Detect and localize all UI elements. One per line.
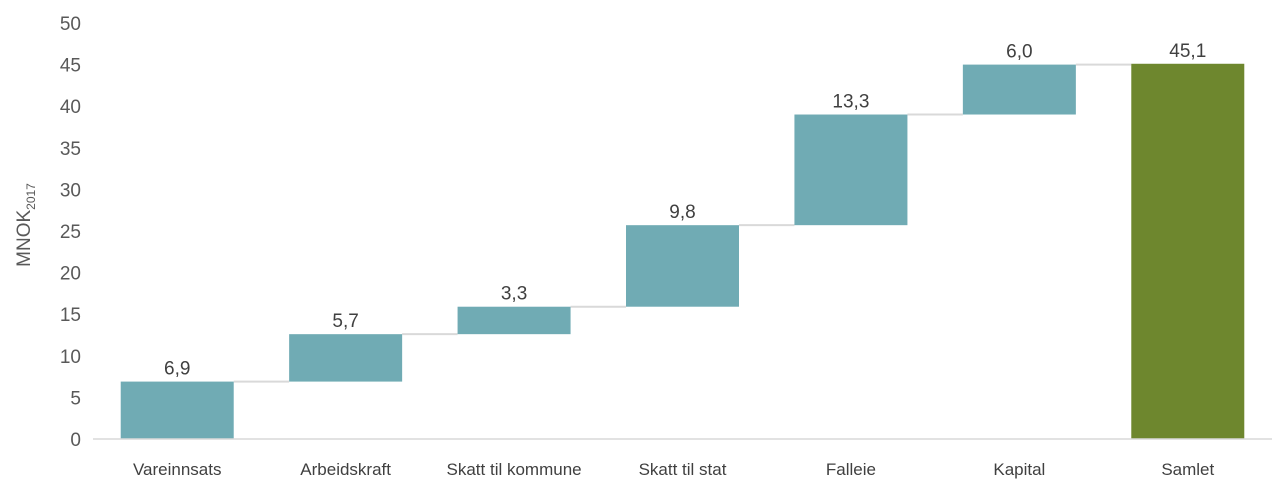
x-tick-label: Vareinnsats [133, 460, 222, 479]
x-tick-label: Samlet [1161, 460, 1214, 479]
y-axis-title-subscript: 2017 [24, 183, 38, 210]
bar-skatt-til-stat [626, 225, 739, 307]
data-label: 5,7 [332, 311, 358, 332]
y-tick-label: 45 [60, 56, 81, 77]
x-tick-label: Kapital [993, 460, 1045, 479]
bar-vareinnsats [120, 381, 234, 439]
x-tick-label: Arbeidskraft [300, 460, 391, 479]
bar-kapital [962, 64, 1076, 115]
data-labels: 6,9 5,7 3,3 9,8 13,3 6,0 45,1 [164, 41, 1206, 380]
y-tick-label: 30 [60, 180, 81, 201]
data-label: 45,1 [1169, 41, 1206, 62]
bar-total [1131, 63, 1245, 439]
x-tick-label: Falleie [826, 460, 876, 479]
data-label: 9,8 [669, 202, 695, 223]
y-axis-title-main: MNOK [14, 210, 35, 267]
data-label: 6,0 [1006, 42, 1032, 63]
y-tick-label: 10 [60, 347, 81, 368]
y-tick-label: 0 [70, 430, 81, 451]
y-tick-label: 25 [60, 222, 81, 243]
bar-arbeidskraft [289, 334, 403, 382]
data-label: 6,9 [164, 359, 190, 380]
data-label: 13,3 [832, 92, 869, 113]
x-axis: Vareinnsats Arbeidskraft Skatt til kommune… [93, 438, 1272, 479]
connector-lines [233, 63, 1132, 383]
y-axis: 0 5 10 15 20 25 30 35 40 45 50 [60, 14, 81, 451]
x-tick-label: Skatt til stat [639, 460, 727, 479]
data-label: 3,3 [501, 284, 527, 305]
y-axis-title: MNOK2017 [14, 183, 38, 267]
bars [120, 63, 1245, 439]
bar-falleie [794, 114, 908, 226]
y-tick-label: 20 [60, 264, 81, 285]
bar-skatt-til-kommune [457, 306, 571, 335]
y-tick-label: 35 [60, 139, 81, 160]
y-tick-label: 15 [60, 305, 81, 326]
x-tick-label: Skatt til kommune [447, 460, 582, 479]
y-tick-label: 50 [60, 14, 81, 35]
y-tick-label: 5 [70, 388, 81, 409]
y-tick-label: 40 [60, 97, 81, 118]
